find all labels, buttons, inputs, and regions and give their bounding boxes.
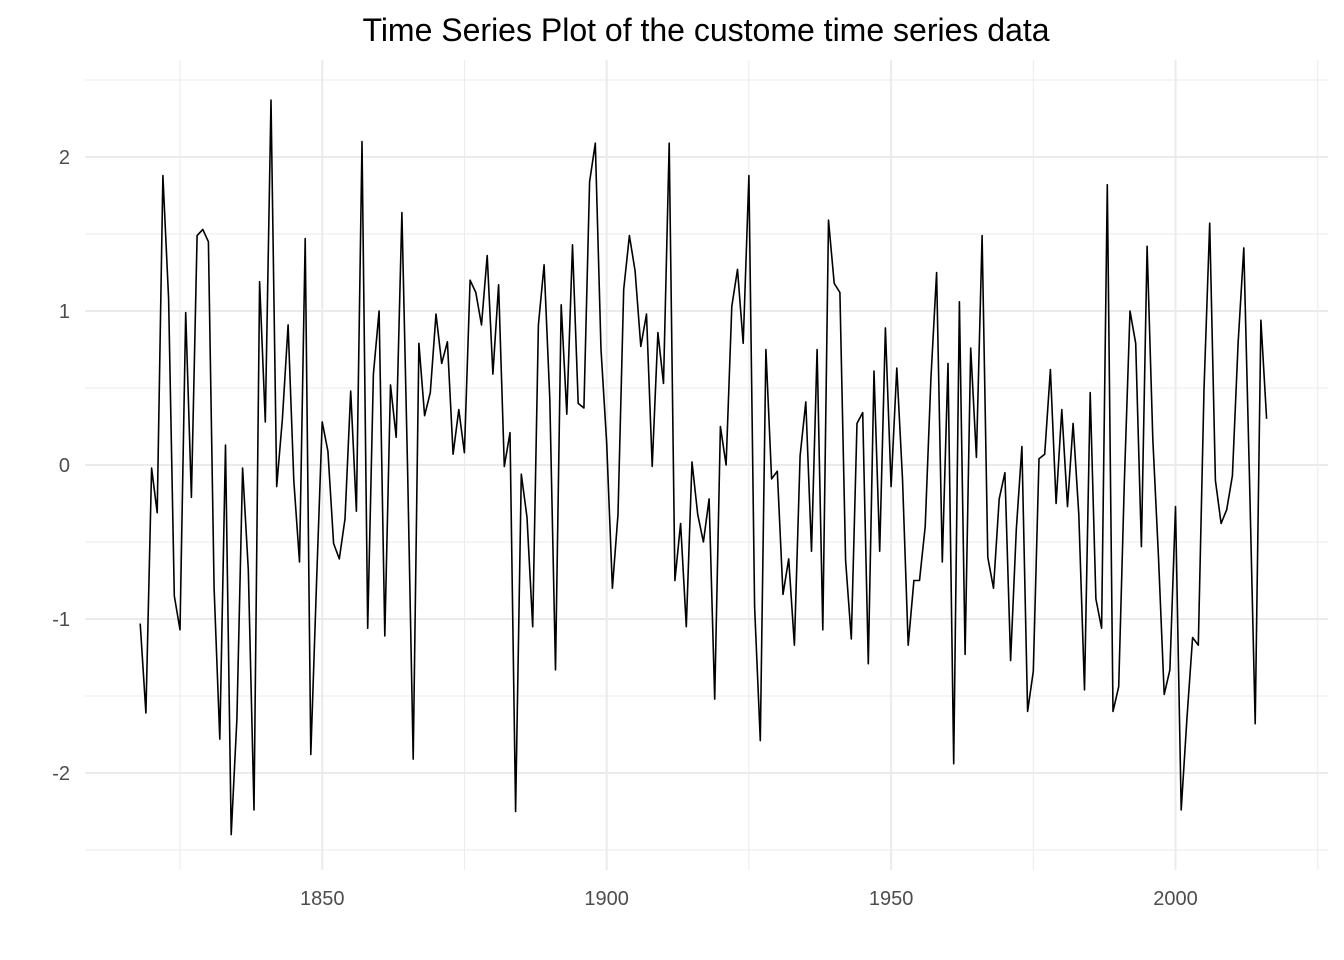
y-tick-label: 0 — [59, 455, 70, 477]
x-axis-tick-labels: 1850 1900 1950 2000 — [300, 888, 1198, 910]
series-line — [139, 99, 1268, 836]
x-tick-label: 1850 — [300, 888, 345, 910]
y-tick-label: 2 — [59, 147, 70, 169]
x-tick-label: 1900 — [584, 888, 629, 910]
chart-title: Time Series Plot of the custome time ser… — [362, 12, 1049, 48]
y-axis-tick-labels: -2 -1 0 1 2 — [52, 147, 70, 785]
x-tick-label: 1950 — [869, 888, 914, 910]
y-tick-label: 1 — [59, 301, 70, 323]
x-tick-label: 2000 — [1153, 888, 1198, 910]
y-tick-label: -1 — [52, 609, 70, 631]
y-tick-label: -2 — [52, 763, 70, 785]
data-points — [140, 100, 1266, 835]
